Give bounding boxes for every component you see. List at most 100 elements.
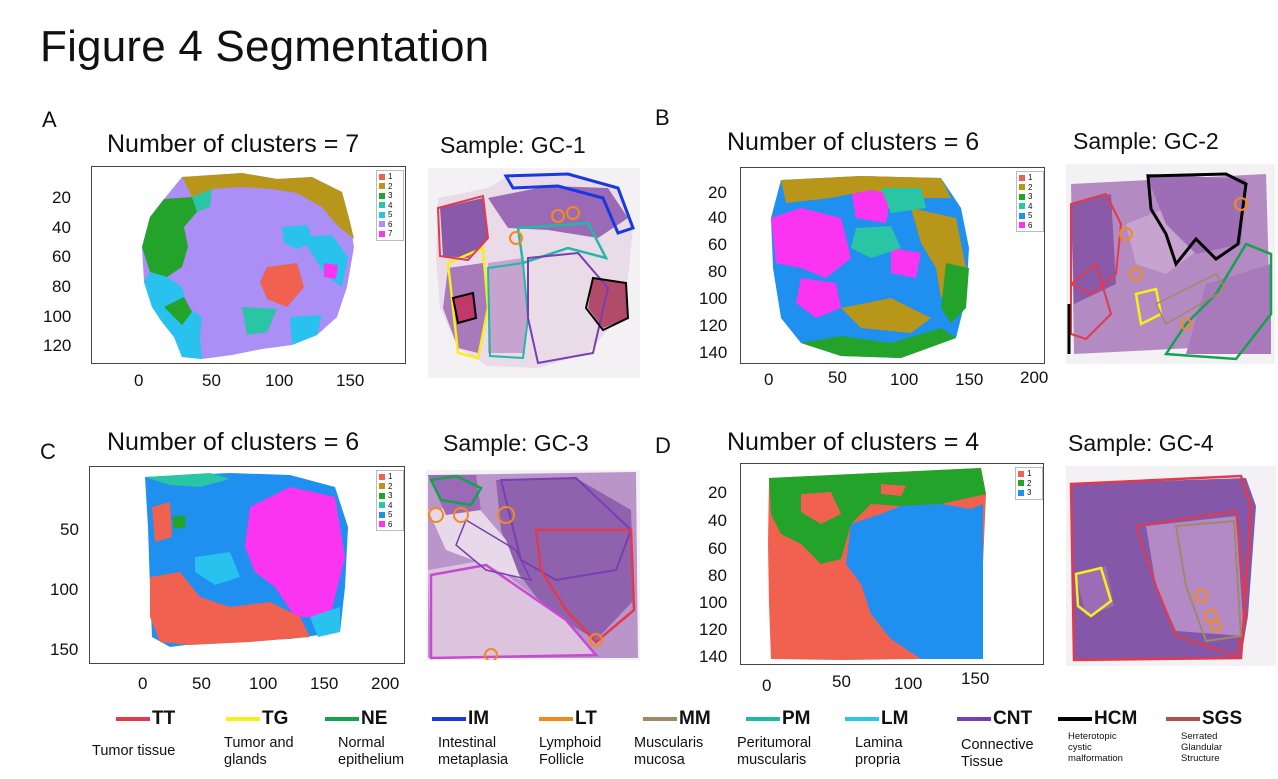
- x-tick: 150: [961, 669, 990, 688]
- y-tick: 40: [52, 218, 71, 237]
- panel-c-histology-image: [426, 470, 640, 662]
- x-tick: 150: [955, 370, 984, 389]
- x-tick: 150: [336, 371, 365, 390]
- y-tick: 40: [708, 208, 727, 227]
- x-tick: 100: [265, 371, 294, 390]
- y-tick: 60: [708, 539, 727, 558]
- key-desc-pm: Peritumoral muscularis: [737, 735, 812, 768]
- y-tick: 100: [50, 580, 79, 599]
- key-item-im: IM: [432, 708, 489, 730]
- cnt-line-swatch: [957, 717, 991, 721]
- key-desc-lt: Lymphoid Follicle: [539, 735, 602, 768]
- panel-b-cluster-map: [771, 176, 969, 358]
- panel-b-legend: 1 2 3 4 5 6: [1016, 171, 1044, 232]
- y-tick: 120: [699, 316, 728, 335]
- y-tick: 120: [699, 620, 728, 639]
- panel-c-cluster-map: [145, 473, 348, 647]
- y-tick: 100: [699, 289, 728, 308]
- y-tick: 20: [708, 483, 727, 502]
- key-item-cnt: CNT: [957, 708, 1032, 730]
- panel-b-histology-image: [1066, 164, 1275, 364]
- lm-line-swatch: [845, 717, 879, 721]
- key-desc-mm: Muscularis mucosa: [634, 735, 704, 768]
- key-desc-cnt: Connective Tissue: [961, 737, 1034, 770]
- key-item-pm: PM: [746, 708, 811, 730]
- panel-d-title: Number of clusters = 4: [727, 428, 980, 456]
- panel-c-title: Number of clusters = 6: [107, 428, 360, 456]
- panel-a-legend: 1 2 3 4 5 6 7: [376, 170, 404, 241]
- lt-line-swatch: [539, 717, 573, 721]
- panel-a-histology-image: [428, 168, 640, 378]
- key-item-ne: NE: [325, 708, 387, 730]
- y-tick: 120: [43, 336, 72, 355]
- y-tick: 80: [52, 277, 71, 296]
- key-item-sgs: SGS: [1166, 708, 1242, 730]
- panel-letter-d: D: [655, 433, 671, 458]
- x-tick: 200: [1020, 368, 1049, 387]
- y-tick: 80: [708, 566, 727, 585]
- panel-a-title: Number of clusters = 7: [107, 130, 360, 158]
- im-line-swatch: [432, 717, 466, 721]
- panel-d-sample-title: Sample: GC-4: [1068, 430, 1214, 456]
- x-tick: 0: [764, 370, 774, 389]
- key-desc-hcm: Heterotopic cystic malformation: [1068, 731, 1123, 764]
- x-tick: 100: [894, 674, 923, 693]
- hcm-line-swatch: [1058, 717, 1092, 721]
- key-desc-ne: Normal epithelium: [338, 735, 405, 768]
- y-tick: 80: [708, 262, 727, 281]
- key-item-tg: TG: [226, 708, 288, 730]
- panel-b-sample-title: Sample: GC-2: [1073, 128, 1219, 154]
- key-desc-tt: Tumor tissue: [92, 743, 176, 759]
- x-tick: 0: [134, 371, 144, 390]
- x-tick: 150: [310, 674, 339, 693]
- key-desc-lm: Lamina propria: [855, 735, 903, 768]
- key-item-tt: TT: [116, 708, 175, 730]
- panel-d-cluster-map: [768, 468, 986, 660]
- key-item-lm: LM: [845, 708, 908, 730]
- x-tick: 200: [371, 674, 400, 693]
- sgs-line-swatch: [1166, 717, 1200, 721]
- x-tick: 50: [192, 674, 211, 693]
- panel-c-sample-title: Sample: GC-3: [443, 430, 589, 456]
- panel-d-legend: 1 2 3: [1015, 467, 1043, 500]
- y-tick: 100: [699, 593, 728, 612]
- y-tick: 60: [708, 235, 727, 254]
- panel-letter-b: B: [655, 105, 670, 130]
- tg-line-swatch: [226, 717, 260, 721]
- key-desc-im: Intestinal metaplasia: [438, 735, 509, 768]
- panel-b-cluster-plot: 1 2 3 4 5 6: [740, 167, 1045, 364]
- panel-a-cluster-map: [142, 173, 354, 359]
- panel-letter-a: A: [42, 107, 57, 132]
- y-tick: 40: [708, 511, 727, 530]
- pm-line-swatch: [746, 717, 780, 721]
- tt-line-swatch: [116, 717, 150, 721]
- key-item-lt: LT: [539, 708, 597, 730]
- key-desc-tg: Tumor and glands: [224, 735, 294, 768]
- x-tick: 50: [828, 368, 847, 387]
- panel-a-sample-title: Sample: GC-1: [440, 132, 586, 158]
- y-tick: 60: [52, 247, 71, 266]
- ne-line-swatch: [325, 717, 359, 721]
- mm-line-swatch: [643, 717, 677, 721]
- x-tick: 100: [890, 370, 919, 389]
- y-tick: 150: [50, 640, 79, 659]
- panel-c-legend: 1 2 3 4 5 6: [376, 470, 404, 531]
- panel-a-cluster-plot: 1 2 3 4 5 6 7: [91, 166, 406, 364]
- panel-c-cluster-plot: 1 2 3 4 5 6: [89, 466, 405, 664]
- y-tick: 20: [52, 188, 71, 207]
- y-tick: 140: [699, 647, 728, 666]
- y-tick: 140: [699, 343, 728, 362]
- y-tick: 100: [43, 307, 72, 326]
- x-tick: 100: [249, 674, 278, 693]
- key-item-mm: MM: [643, 708, 711, 730]
- y-tick: 50: [60, 520, 79, 539]
- x-tick: 0: [138, 674, 148, 693]
- panel-letter-c: C: [40, 439, 56, 464]
- x-tick: 50: [832, 672, 851, 691]
- x-tick: 0: [762, 676, 772, 695]
- key-item-hcm: HCM: [1058, 708, 1137, 730]
- y-tick: 20: [708, 183, 727, 202]
- x-tick: 50: [202, 371, 221, 390]
- panel-d-histology-image: [1066, 466, 1276, 666]
- panel-d-cluster-plot: 1 2 3: [740, 463, 1044, 665]
